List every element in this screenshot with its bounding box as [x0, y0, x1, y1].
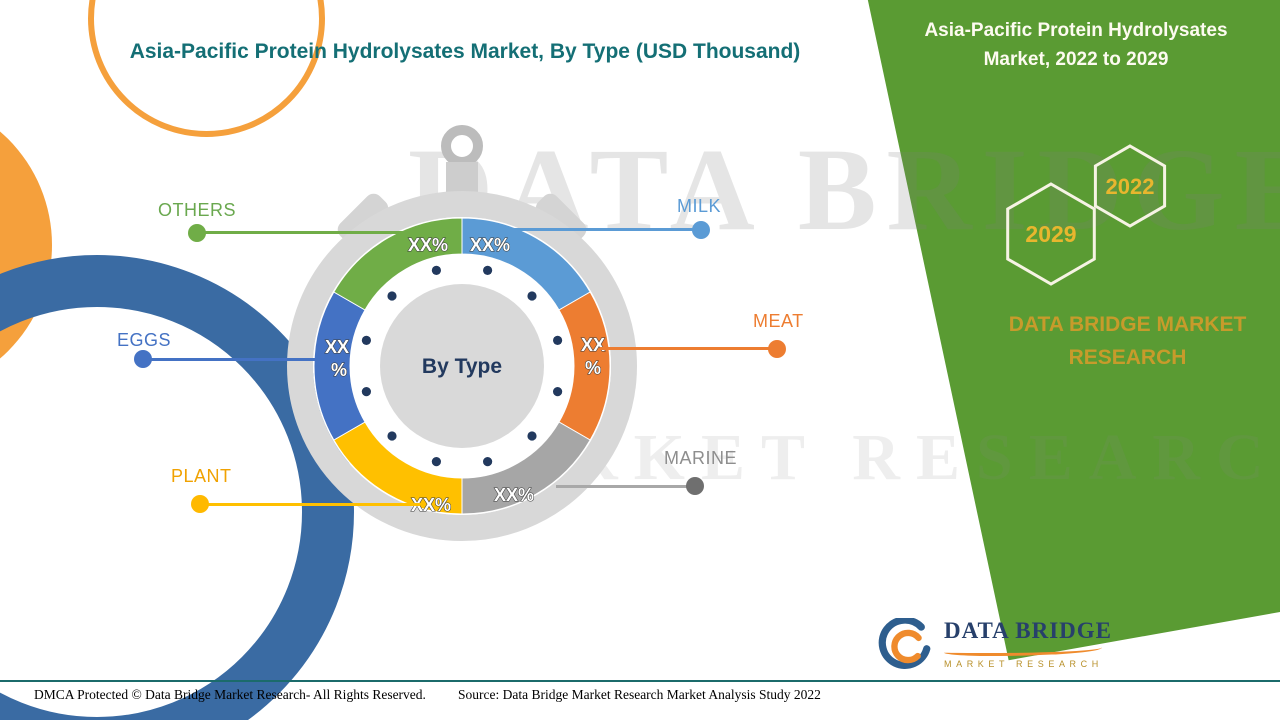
others-label: OTHERS — [158, 200, 237, 220]
eggs-dot — [134, 350, 152, 368]
hexagon-2029 — [1006, 182, 1096, 286]
milk-value-label: XX% — [470, 235, 510, 255]
tick-dots — [361, 265, 563, 467]
eggs-leader-line — [143, 358, 330, 361]
tick-dot — [553, 335, 563, 345]
plant-value-label: XX% — [411, 495, 451, 515]
tick-dot — [431, 457, 441, 467]
decorative-orange-ring — [88, 0, 325, 137]
stopwatch-crown-ring — [441, 125, 483, 167]
hexagon-2022-year: 2022 — [1106, 174, 1155, 199]
banner-brand-text: DATA BRIDGE MARKET RESEARCH — [975, 308, 1280, 374]
donut-segment-others — [333, 217, 463, 311]
brand-logo: DATA BRIDGE MARKET RESEARCH — [876, 618, 1112, 676]
hexagon-2022 — [1093, 144, 1167, 228]
meat-label: MEAT — [753, 311, 804, 331]
meat-value-label-line1: XX — [581, 335, 605, 355]
stopwatch-crown-stem — [446, 162, 478, 194]
year-hexagons: 2022 2029 — [1006, 144, 1167, 286]
marine-value-label: XX% — [494, 485, 534, 505]
tick-dot — [483, 265, 493, 275]
marine-leader-line — [556, 485, 695, 488]
logo-subtitle: MARKET RESEARCH — [944, 659, 1103, 669]
tick-dot — [431, 265, 441, 275]
tick-dot — [361, 335, 371, 345]
milk-label: MILK — [677, 196, 722, 216]
tick-dot — [387, 431, 397, 441]
plant-label: PLANT — [171, 466, 232, 486]
tick-dot — [527, 291, 537, 301]
donut-segments — [313, 217, 611, 515]
footer-divider — [0, 680, 1280, 682]
tick-dot — [387, 291, 397, 301]
others-value-label: XX% — [408, 235, 448, 255]
donut-chart: By Type XX% XX% XX % XX % XX% XX% — [287, 125, 637, 541]
tick-dot — [527, 431, 537, 441]
footer-dmca: DMCA Protected © Data Bridge Market Rese… — [34, 687, 426, 702]
stopwatch-bezel — [287, 191, 637, 541]
logo-name: DATA BRIDGE — [944, 618, 1112, 643]
others-leader-line — [197, 231, 420, 234]
data-bridge-logo-icon — [878, 618, 931, 669]
meat-dot — [768, 340, 786, 358]
tick-dot — [553, 387, 563, 397]
logo-swoosh — [944, 644, 1102, 656]
chart-center-circle — [380, 284, 544, 448]
banner-brand-line2: RESEARCH — [1068, 346, 1187, 369]
milk-leader-line — [500, 228, 701, 231]
page-title: Asia-Pacific Protein Hydrolysates Market… — [129, 40, 801, 63]
eggs-label: EGGS — [117, 330, 172, 350]
others-dot — [188, 224, 206, 242]
hexagon-2029-year: 2029 — [1025, 221, 1076, 247]
plant-leader-line — [201, 503, 420, 506]
milk-dot — [692, 221, 710, 239]
marine-dot — [686, 477, 704, 495]
tick-dot — [483, 457, 493, 467]
meat-leader-line — [600, 347, 777, 350]
banner-title-line1: Asia-Pacific Protein Hydrolysates — [924, 20, 1228, 41]
chart-center-label: By Type — [422, 355, 502, 378]
banner-brand-line1: DATA BRIDGE MARKET — [1008, 313, 1247, 336]
marine-label: MARINE — [664, 448, 738, 468]
eggs-value-label-line2: % — [331, 360, 347, 380]
banner-title: Asia-Pacific Protein Hydrolysates Market… — [880, 16, 1272, 74]
tick-dot — [361, 387, 371, 397]
meat-value-label-line2: % — [585, 358, 601, 378]
banner-title-line2: Market, 2022 to 2029 — [983, 49, 1169, 70]
plant-dot — [191, 495, 209, 513]
eggs-value-label-line1: XX — [325, 337, 349, 357]
footer-source: Source: Data Bridge Market Research Mark… — [458, 687, 821, 702]
